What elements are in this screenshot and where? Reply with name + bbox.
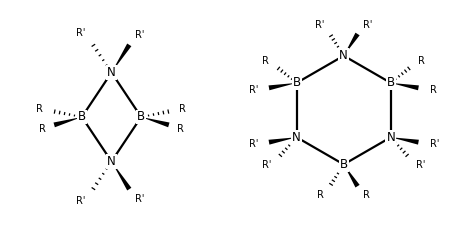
Text: N: N — [107, 66, 116, 79]
Text: R': R' — [76, 196, 86, 206]
Polygon shape — [391, 137, 419, 145]
Text: R: R — [36, 104, 43, 114]
Text: R': R' — [248, 85, 258, 95]
Text: R': R' — [416, 160, 425, 170]
Text: N: N — [107, 155, 116, 168]
Text: R': R' — [263, 160, 272, 170]
Text: B: B — [292, 77, 301, 89]
Text: B: B — [78, 110, 86, 124]
Text: R: R — [179, 104, 186, 114]
Text: R: R — [39, 124, 46, 134]
Text: N: N — [386, 131, 395, 144]
Text: R': R' — [136, 30, 145, 40]
Text: R': R' — [76, 28, 86, 38]
Polygon shape — [141, 117, 170, 127]
Polygon shape — [111, 161, 131, 190]
Text: R: R — [419, 56, 425, 66]
Text: R: R — [318, 190, 324, 200]
Text: R': R' — [248, 139, 258, 149]
Polygon shape — [344, 33, 360, 56]
Polygon shape — [111, 44, 131, 73]
Text: R: R — [262, 56, 269, 66]
Text: R: R — [363, 190, 370, 200]
Text: R': R' — [363, 20, 373, 30]
Polygon shape — [269, 83, 297, 90]
Text: R': R' — [315, 20, 324, 30]
Text: R: R — [177, 124, 184, 134]
Text: B: B — [137, 110, 145, 124]
Polygon shape — [391, 83, 419, 90]
Text: N: N — [292, 131, 301, 144]
Text: N: N — [339, 49, 348, 62]
Text: B: B — [340, 158, 348, 171]
Polygon shape — [269, 137, 297, 145]
Text: R': R' — [429, 139, 439, 149]
Text: R': R' — [136, 194, 145, 204]
Text: R: R — [429, 85, 437, 95]
Polygon shape — [344, 165, 360, 187]
Text: B: B — [387, 77, 395, 89]
Polygon shape — [54, 117, 82, 127]
